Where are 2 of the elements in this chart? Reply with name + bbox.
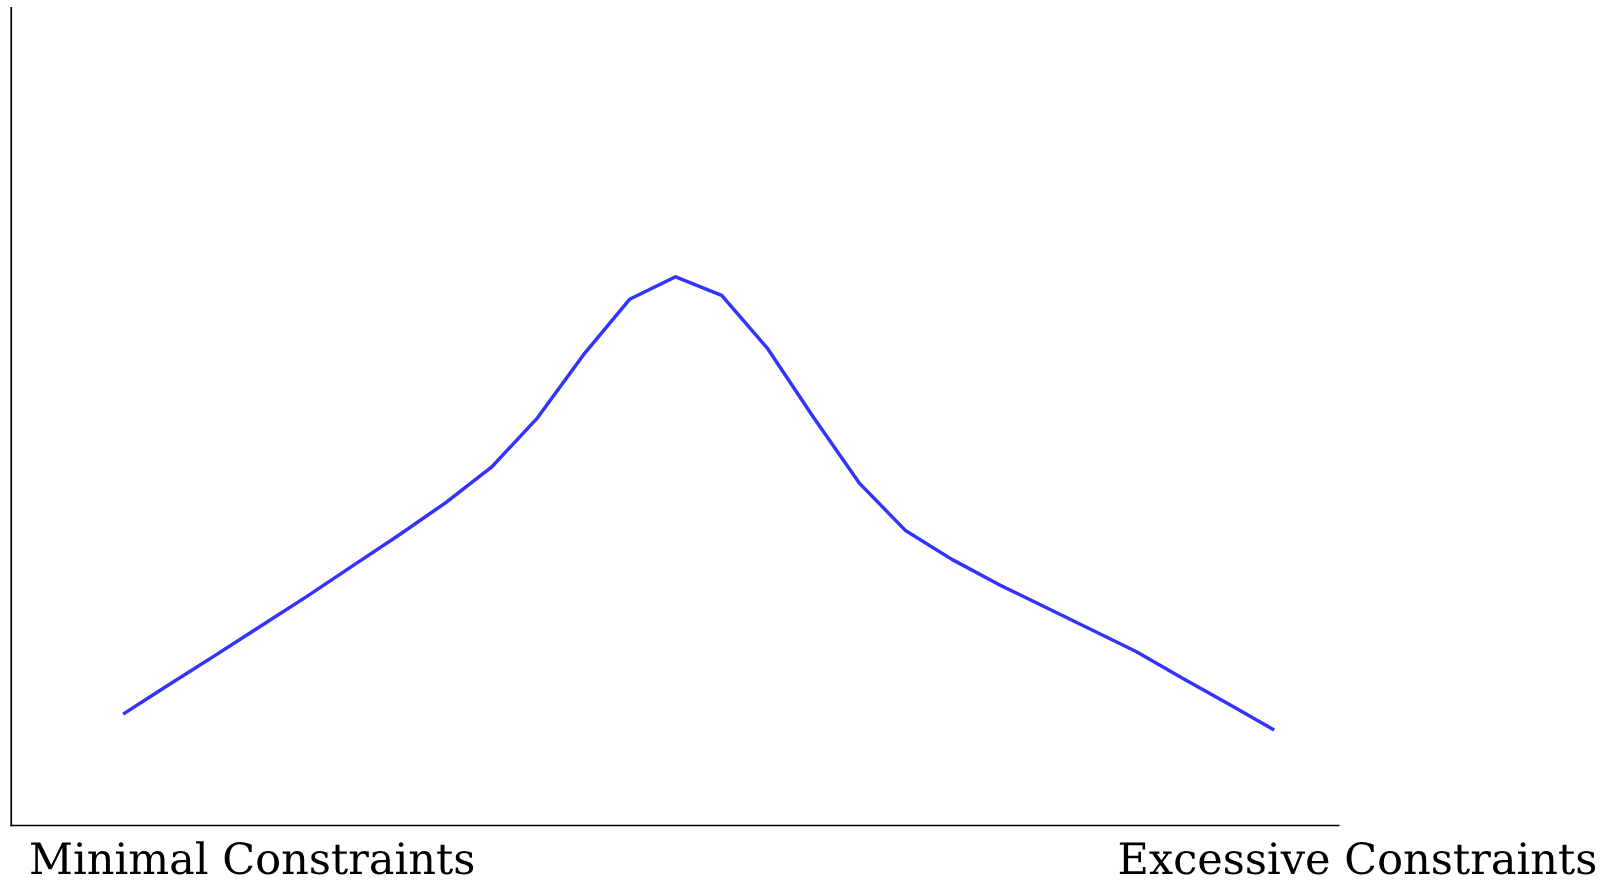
- text: Excessive Constraints: [1119, 842, 1596, 875]
- text: Minimal Constraints: [31, 841, 474, 875]
